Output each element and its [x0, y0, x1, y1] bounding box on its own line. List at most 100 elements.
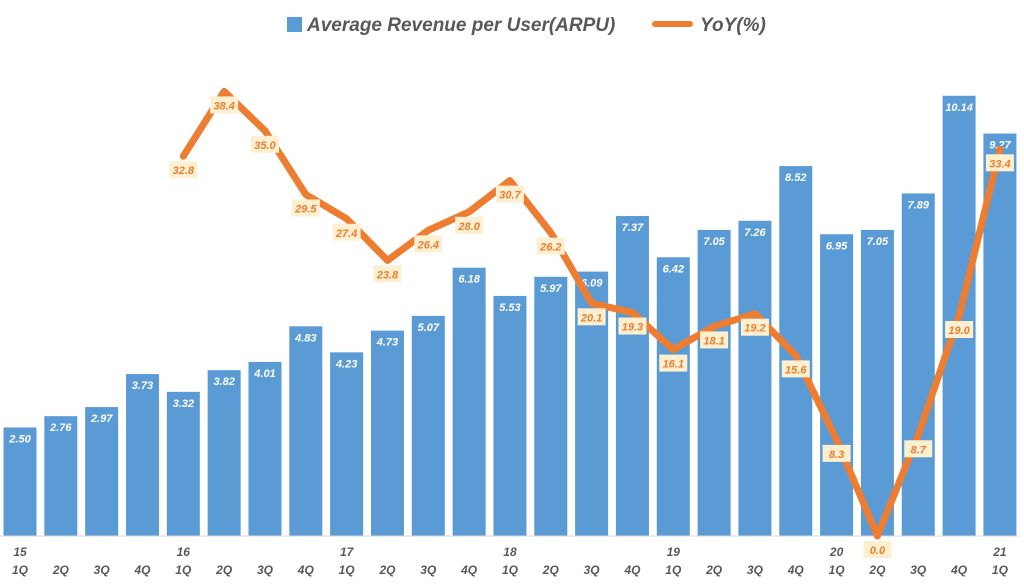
yoy-label-bg [904, 440, 933, 458]
bar-data-label: 2.76 [49, 422, 72, 434]
bar [493, 295, 527, 536]
legend-swatch-arpu [287, 17, 302, 32]
yoy-label-bg [781, 360, 810, 378]
bar [738, 220, 772, 537]
bar-data-label: 7.05 [867, 236, 889, 248]
bar [820, 234, 854, 537]
bar-data-label: 3.82 [213, 376, 234, 388]
yoy-label-bg [577, 308, 606, 326]
yoy-data-label: 26.2 [539, 242, 561, 254]
bar-data-label: 4.23 [335, 358, 357, 370]
yoy-label-bg [414, 235, 443, 253]
bar [125, 374, 159, 536]
bar-data-label: 6.09 [581, 278, 603, 290]
bar [697, 229, 731, 536]
x-tick-quarter: 3Q [910, 563, 927, 577]
yoy-label-bg [700, 331, 729, 349]
bar [85, 407, 119, 536]
yoy-label-bg [373, 265, 402, 283]
x-tick-year: 21 [992, 545, 1007, 559]
yoy-data-label: 8.3 [829, 449, 844, 461]
yoy-label-bg [659, 354, 688, 372]
bar-data-label: 4.01 [253, 368, 275, 380]
yoy-data-label: 26.4 [417, 239, 439, 251]
yoy-data-label: 19.2 [744, 323, 765, 335]
bar [370, 330, 404, 536]
bar-data-label: 7.89 [908, 199, 930, 211]
yoy-data-label: 32.8 [173, 165, 195, 177]
yoy-label-bg [332, 223, 361, 241]
x-tick-year: 19 [667, 545, 681, 559]
bar-data-label: 7.26 [744, 227, 766, 239]
yoy-data-label: 30.7 [499, 190, 521, 202]
x-tick-quarter: 1Q [829, 563, 846, 577]
bar-data-label: 10.14 [945, 102, 973, 114]
bar [534, 276, 568, 536]
yoy-data-label: 27.4 [335, 228, 357, 240]
bar [901, 193, 935, 536]
yoy-label-bg [536, 237, 565, 255]
yoy-data-label: 29.5 [294, 203, 317, 215]
bar [411, 315, 445, 536]
bar-data-label: 8.52 [785, 172, 806, 184]
x-tick-quarter: 2Q [378, 563, 396, 577]
yoy-data-label: 38.4 [213, 100, 234, 112]
x-tick-year: 17 [340, 545, 355, 559]
yoy-data-label: 28.0 [457, 221, 480, 233]
bar-data-label: 5.07 [418, 322, 440, 334]
yoy-data-label: 23.8 [376, 269, 399, 281]
x-tick-quarter: 2Q [542, 563, 560, 577]
x-tick-quarter: 3Q [420, 563, 437, 577]
bar [656, 257, 690, 536]
bar [3, 427, 37, 536]
x-tick-quarter: 1Q [665, 563, 682, 577]
x-tick-quarter: 3Q [747, 563, 764, 577]
bar [452, 267, 486, 536]
yoy-data-label: 19.3 [622, 322, 643, 334]
bar-data-label: 2.97 [90, 413, 113, 425]
yoy-label-bg [863, 541, 892, 558]
x-tick-year: 16 [177, 545, 191, 559]
yoy-data-label: 8.7 [911, 444, 927, 456]
bar-data-label: 6.18 [458, 274, 480, 286]
bar-data-label: 3.32 [173, 398, 194, 410]
bar-data-label: 4.73 [376, 337, 398, 349]
bar-data-label: 5.53 [499, 302, 520, 314]
bar-data-label: 7.37 [622, 222, 644, 234]
x-tick-quarter: 2Q [705, 563, 723, 577]
x-tick-quarter: 4Q [787, 563, 805, 577]
yoy-data-label: 0.0 [870, 545, 886, 557]
bar-data-label: 4.83 [294, 332, 316, 344]
bar-data-label: 6.95 [826, 240, 848, 252]
yoy-label-bg [945, 321, 974, 339]
x-tick-quarter: 1Q [339, 563, 356, 577]
legend-label-arpu: Average Revenue per User(ARPU) [306, 15, 615, 36]
bar [615, 216, 649, 536]
x-tick-year: 18 [503, 545, 517, 559]
x-tick-quarter: 1Q [992, 563, 1009, 577]
x-tick-quarter: 3Q [94, 563, 111, 577]
yoy-data-label: 15.6 [785, 364, 807, 376]
yoy-label-bg [250, 135, 279, 153]
bar-data-label: 7.05 [703, 236, 725, 248]
x-tick-quarter: 4Q [133, 563, 151, 577]
x-tick-quarter: 1Q [502, 563, 519, 577]
yoy-label-bg [210, 96, 239, 114]
yoy-label-bg [495, 185, 524, 203]
x-tick-quarter: 4Q [623, 563, 641, 577]
x-tick-quarter: 4Q [297, 563, 315, 577]
legend: Average Revenue per User(ARPU) YoY(%) [287, 15, 766, 36]
x-tick-quarter: 1Q [12, 563, 29, 577]
yoy-data-label: 35.0 [254, 140, 276, 152]
yoy-data-label: 18.1 [703, 335, 724, 347]
yoy-data-label: 33.4 [989, 158, 1010, 170]
x-tick-quarter: 4Q [460, 563, 478, 577]
yoy-label-bg [740, 318, 769, 336]
x-tick-quarter: 2Q [868, 563, 886, 577]
yoy-data-label: 16.1 [663, 359, 684, 371]
bar-data-label: 2.50 [8, 433, 31, 445]
bar [207, 370, 241, 536]
legend-label-yoy: YoY(%) [700, 15, 766, 36]
yoy-data-label: 19.0 [948, 325, 970, 337]
